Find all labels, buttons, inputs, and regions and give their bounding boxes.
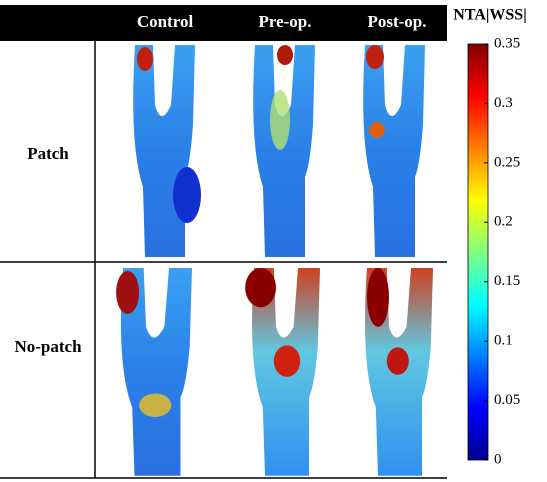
tick-label: 0.35 <box>494 35 520 51</box>
tick-label: 0.1 <box>494 333 513 349</box>
column-header: Control <box>137 12 194 31</box>
row-label: No-patch <box>14 337 82 356</box>
tick-label: 0.15 <box>494 273 520 289</box>
row-label: Patch <box>27 144 69 163</box>
colorbar <box>468 44 488 460</box>
column-header: Post-op. <box>367 12 426 31</box>
tick-label: 0.05 <box>494 392 520 408</box>
colorbar-title: NTA|WSS| <box>453 7 526 24</box>
column-header: Pre-op. <box>258 12 311 31</box>
tick-label: 0.25 <box>494 154 520 170</box>
vessel-render <box>116 45 433 476</box>
tick-label: 0.3 <box>494 95 513 111</box>
tick-label: 0.2 <box>494 214 513 230</box>
tick-label: 0 <box>494 451 502 467</box>
figure: Control Pre-op. Post-op. Patch No-patch … <box>0 0 547 482</box>
colorbar-ticks: 0 0.05 0.1 0.15 0.2 0.25 0.3 0.35 <box>484 35 520 467</box>
